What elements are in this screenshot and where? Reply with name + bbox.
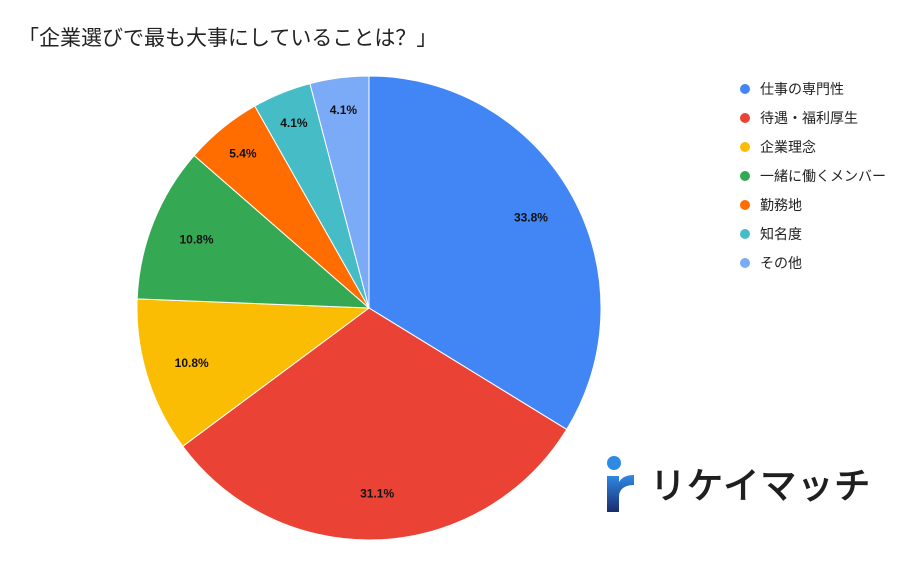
legend-label-0: 仕事の専門性	[760, 81, 844, 98]
legend-swatch-4	[740, 199, 750, 210]
legend-swatch-6	[740, 257, 750, 268]
chart-legend: 仕事の専門性 待遇・福利厚生 企業理念一緒に働くメンバー 勤務地知名度その他	[740, 74, 886, 277]
legend-label-4: 勤務地	[760, 197, 802, 214]
pie-slice-1	[182, 307, 568, 541]
pie-slice-labels: 33.8% 31.1% 10.8% 10.8% 5.4% 4.1% 4.1%	[175, 103, 549, 500]
legend-item-0: 仕事の専門性	[740, 74, 886, 103]
pie-slice-label-3: 10.8%	[179, 232, 213, 246]
legend-label-5: 知名度	[760, 226, 802, 243]
legend-item-2: 企業理念	[740, 132, 886, 161]
pie-slice-2	[136, 298, 371, 448]
chart-title: 「企業選びで最も大事にしていることは？」	[18, 26, 438, 50]
legend-item-1: 待遇・福利厚生	[740, 103, 886, 132]
legend-item-6: その他	[740, 248, 886, 277]
legend-item-4: 勤務地	[740, 190, 886, 219]
pie-slice-3	[136, 154, 371, 309]
legend-item-5: 知名度	[740, 219, 886, 248]
pie-slice-label-5: 4.1%	[280, 116, 308, 130]
legend-swatch-2	[740, 141, 750, 152]
pie-slice-6	[309, 75, 370, 309]
legend-label-3: 一緒に働くメンバー	[760, 168, 886, 185]
pie-slices	[136, 75, 602, 541]
legend-swatch-1	[740, 112, 750, 123]
legend-label-2: 企業理念	[760, 139, 816, 156]
pie-slice-label-2: 10.8%	[175, 356, 209, 370]
r-logo-icon	[604, 454, 638, 512]
legend-swatch-3	[740, 170, 750, 181]
pie-slice-label-6: 4.1%	[330, 103, 358, 117]
pie-slice-0	[368, 75, 602, 431]
pie-slice-label-0: 33.8%	[514, 210, 548, 224]
legend-swatch-0	[740, 83, 750, 94]
legend-label-1: 待遇・福利厚生	[760, 110, 858, 127]
legend-swatch-5	[740, 228, 750, 239]
legend-item-3: 一緒に働くメンバー	[740, 161, 886, 190]
pie-slice-label-1: 31.1%	[360, 486, 394, 500]
brand-name: リケイマッチ	[650, 466, 872, 507]
legend-label-6: その他	[760, 255, 802, 272]
pie-slice-label-4: 5.4%	[229, 146, 257, 160]
brand-logo: リケイマッチ	[604, 454, 871, 512]
